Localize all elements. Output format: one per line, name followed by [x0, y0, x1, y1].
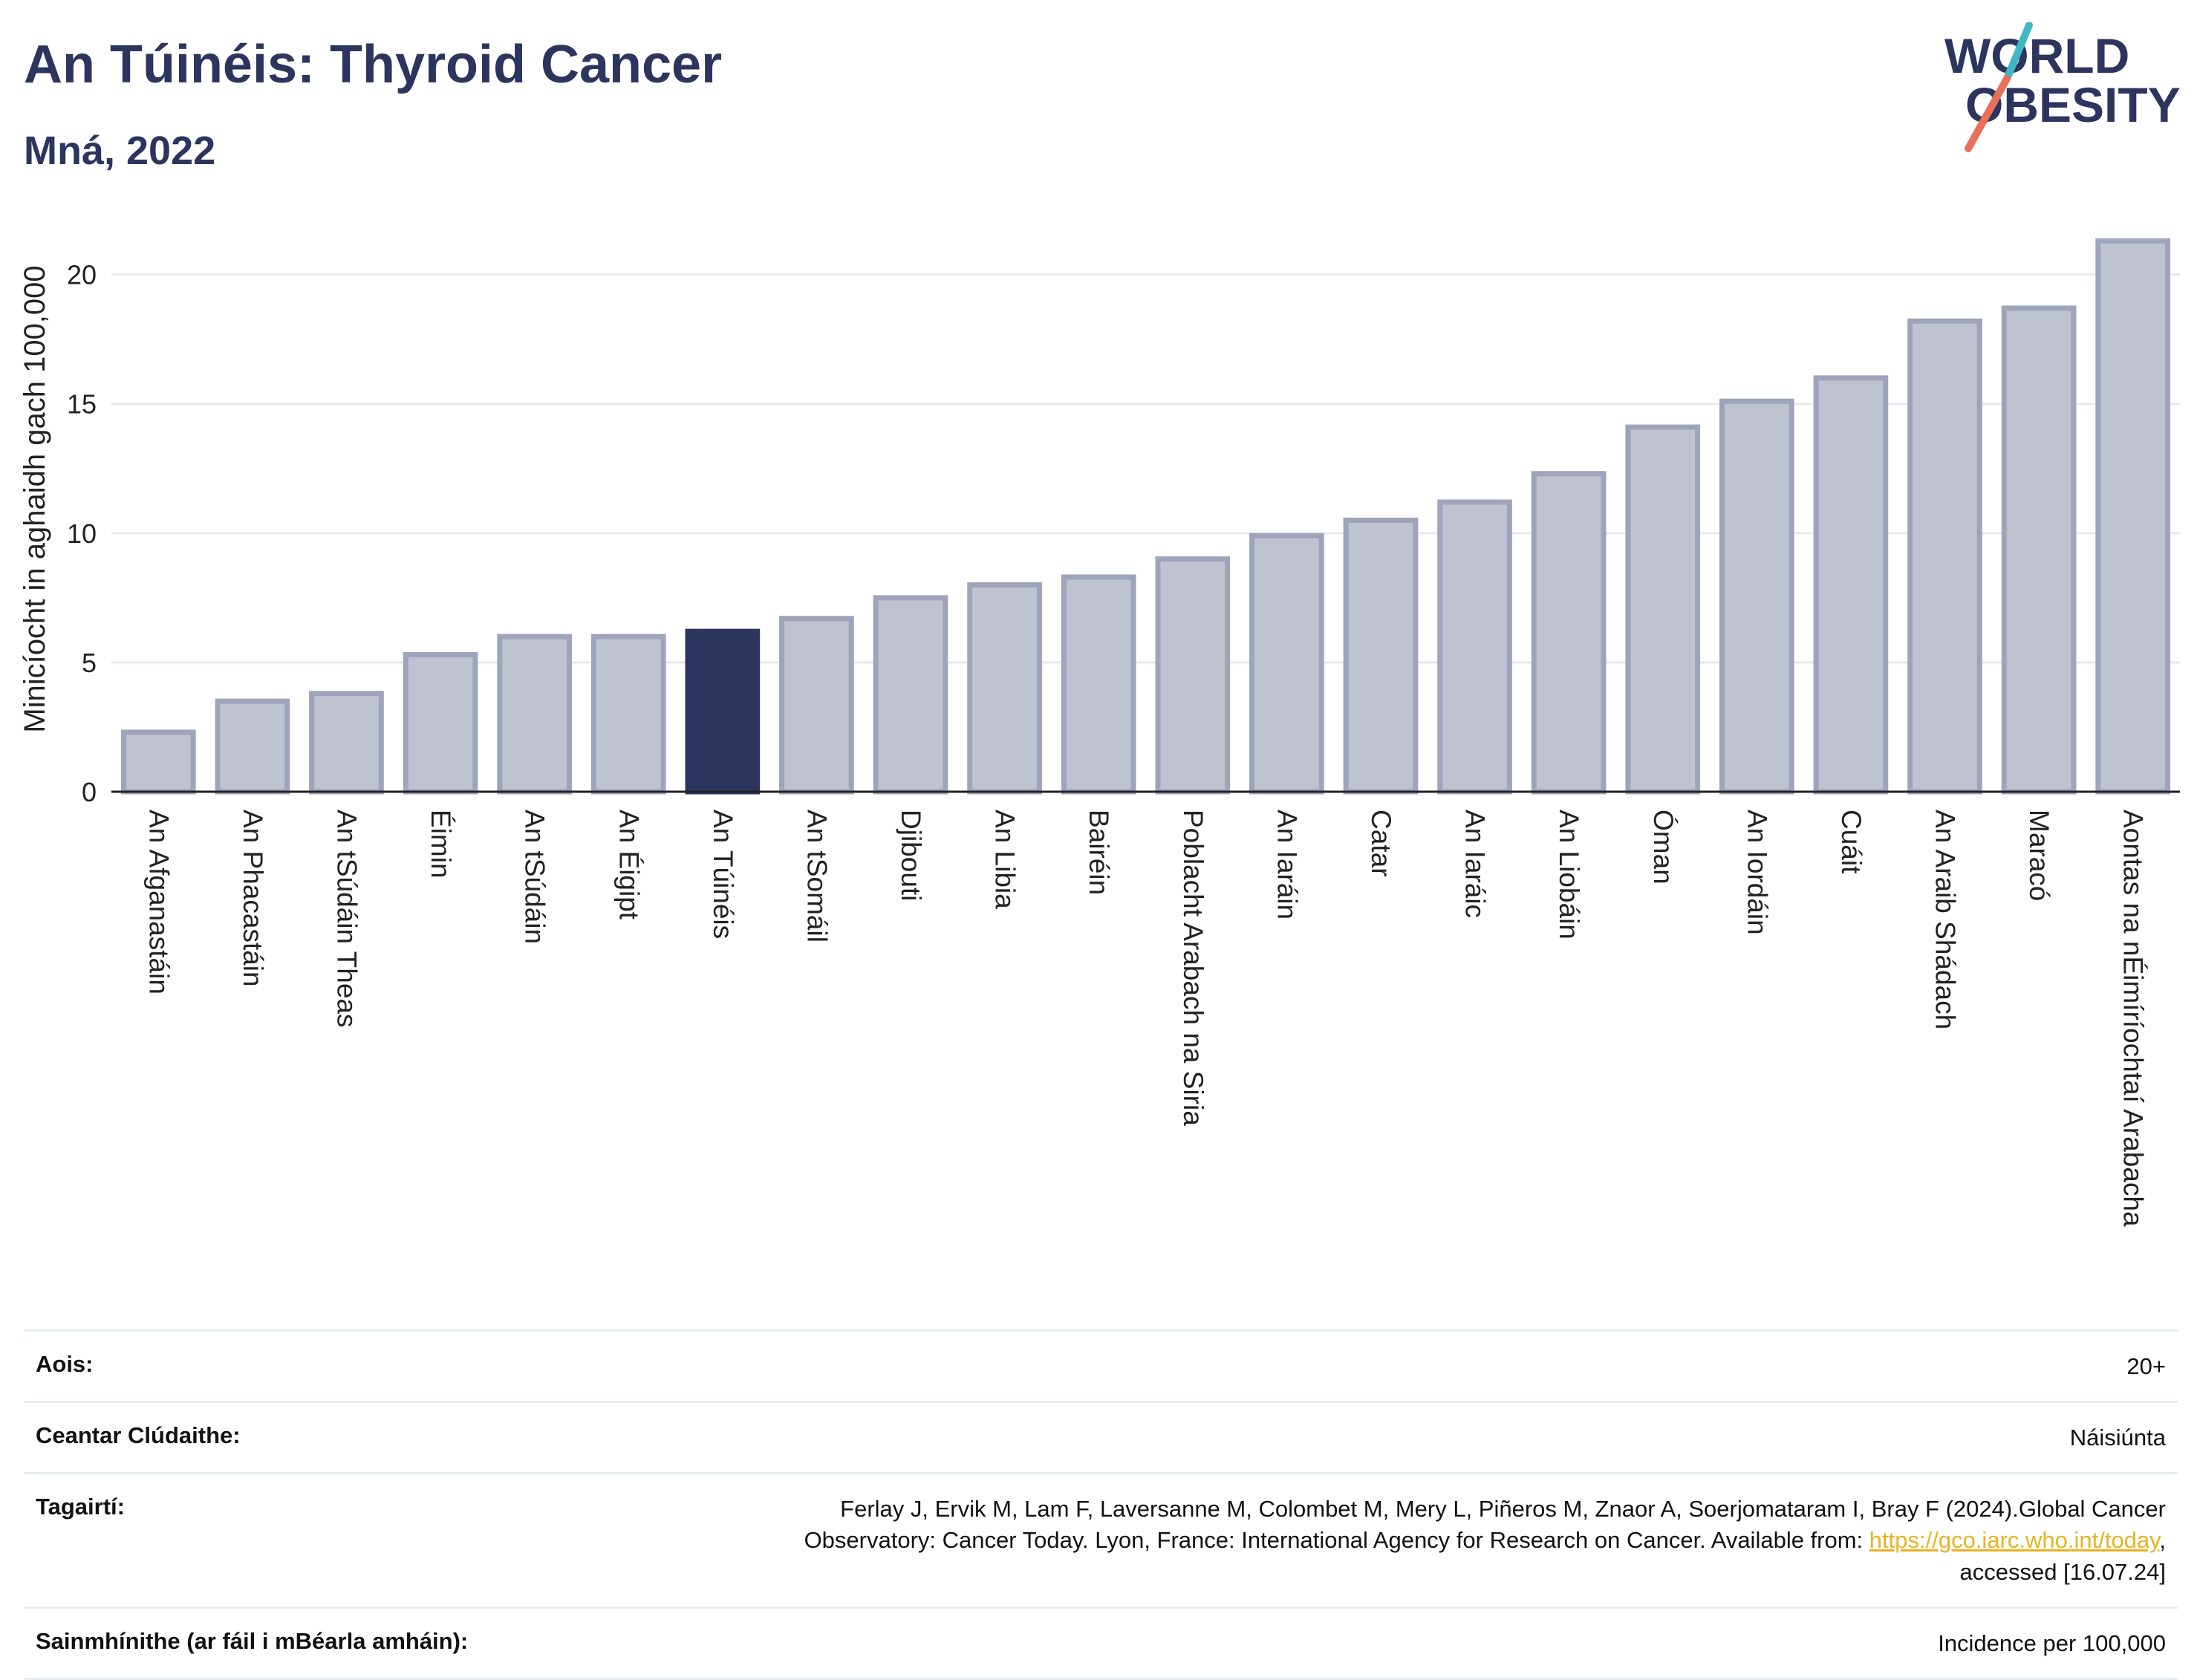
x-tick-label: Bairéin — [1084, 810, 1114, 895]
references-label: Tagairtí: — [36, 1493, 125, 1520]
references-line2-post: , — [2159, 1527, 2166, 1554]
references-value: Ferlay J, Ervik M, Lam F, Laversanne M, … — [804, 1494, 2166, 1589]
bar — [2095, 238, 2171, 795]
bar — [1249, 533, 1324, 795]
bar-chart: 0 5 10 15 20 An Afganastáin An Phacastáin An t… — [19, 238, 2180, 1227]
bar — [1061, 574, 1136, 795]
bar — [497, 634, 572, 795]
bar — [1531, 471, 1607, 795]
references-line1: Ferlay J, Ervik M, Lam F, Laversanne M, … — [840, 1495, 2166, 1522]
x-tick-label: An Araib Shádach — [1930, 810, 1961, 1029]
bar — [1437, 499, 1512, 795]
y-tick-label: 5 — [82, 648, 97, 678]
x-tick-label: Éimin — [426, 810, 456, 879]
logo-line1: WORLD — [1944, 28, 2129, 83]
meta-row-definitions: Sainmhínithe (ar fáil i mBéarla amháin):… — [24, 1606, 2178, 1680]
bar — [1719, 398, 1794, 795]
bar — [403, 651, 478, 795]
y-tick-label: 20 — [67, 260, 97, 290]
x-tick-label: Maracó — [2024, 810, 2054, 901]
y-tick-label: 15 — [67, 389, 97, 420]
y-axis-label: Minicíocht in aghaidh gach 100,000 — [19, 265, 51, 732]
chart-subtitle: Mná, 2022 — [24, 128, 216, 173]
x-tick-label: Óman — [1648, 810, 1679, 885]
bar — [309, 691, 384, 795]
y-tick-label: 0 — [82, 777, 97, 807]
chart-title: An Túinéis: Thyroid Cancer — [24, 35, 723, 94]
bar — [2001, 305, 2077, 795]
coverage-label: Ceantar Clúdaithe: — [36, 1422, 241, 1448]
logo-slash-coral — [1965, 75, 2011, 152]
x-tick-label: An tSomáil — [801, 810, 832, 942]
meta-row-age: Aois: 20+ — [24, 1329, 2178, 1401]
definitions-value: Incidence per 100,000 — [1938, 1629, 2166, 1656]
category-labels: An Afganastáin An Phacastáin An tSúdáin Th… — [143, 810, 2148, 1227]
x-tick-label: An tSúdáin — [520, 810, 550, 944]
bar — [685, 628, 761, 795]
bar — [1343, 517, 1419, 795]
bars — [120, 238, 2171, 795]
references-line2-pre: Observatory: Cancer Today. Lyon, France:… — [804, 1527, 1869, 1554]
world-obesity-logo: WORLD OBESITY — [1944, 22, 2181, 152]
x-tick-label: An Iaráic — [1460, 810, 1491, 918]
age-value: 20+ — [2126, 1353, 2166, 1379]
x-tick-label: An Éigipt — [613, 810, 644, 920]
x-tick-label: An Liobáin — [1554, 810, 1584, 940]
bar — [1625, 424, 1701, 795]
bar — [1813, 375, 1889, 795]
metadata-table: Aois: 20+ Ceantar Clúdaithe: Náisiúnta T… — [24, 1329, 2178, 1680]
x-tick-label: Poblacht Arabach na Siria — [1178, 810, 1208, 1126]
coverage-value: Náisiúnta — [2069, 1424, 2166, 1451]
meta-row-references: Tagairtí: Ferlay J, Ervik M, Lam F, Lave… — [24, 1471, 2178, 1606]
references-line3: accessed [16.07.24] — [1959, 1559, 2166, 1586]
bar — [1907, 318, 1982, 795]
x-tick-label: An Iaráin — [1272, 810, 1302, 919]
bar — [779, 616, 854, 795]
x-tick-label: Aontas na nÉimíríochtaí Arabacha — [2118, 810, 2149, 1227]
meta-row-coverage: Ceantar Clúdaithe: Náisiúnta — [24, 1400, 2178, 1472]
bar — [590, 634, 666, 795]
x-tick-label: An Túinéis — [708, 810, 738, 939]
bar — [873, 595, 948, 795]
bar — [1155, 556, 1231, 795]
x-tick-label: Djibouti — [896, 810, 926, 901]
y-tick-label: 10 — [67, 518, 97, 549]
x-tick-label: An Iordáin — [1742, 810, 1772, 935]
x-tick-label: An Phacastáin — [238, 810, 268, 987]
x-tick-label: An Afganastáin — [143, 810, 174, 994]
x-tick-label: An Libia — [990, 810, 1021, 909]
axes: 0 5 10 15 20 — [67, 260, 2180, 807]
x-tick-label: An tSúdáin Theas — [331, 810, 362, 1027]
x-tick-label: Catar — [1366, 810, 1396, 876]
age-label: Aois: — [36, 1351, 94, 1377]
definitions-label: Sainmhínithe (ar fáil i mBéarla amháin): — [36, 1627, 469, 1654]
x-tick-label: Cuáit — [1836, 810, 1866, 874]
bar — [120, 729, 196, 795]
bar — [215, 698, 290, 795]
references-link[interactable]: https://gco.iarc.who.int/today — [1869, 1527, 2160, 1554]
bar — [967, 582, 1042, 795]
logo-slash-teal — [2003, 22, 2033, 82]
